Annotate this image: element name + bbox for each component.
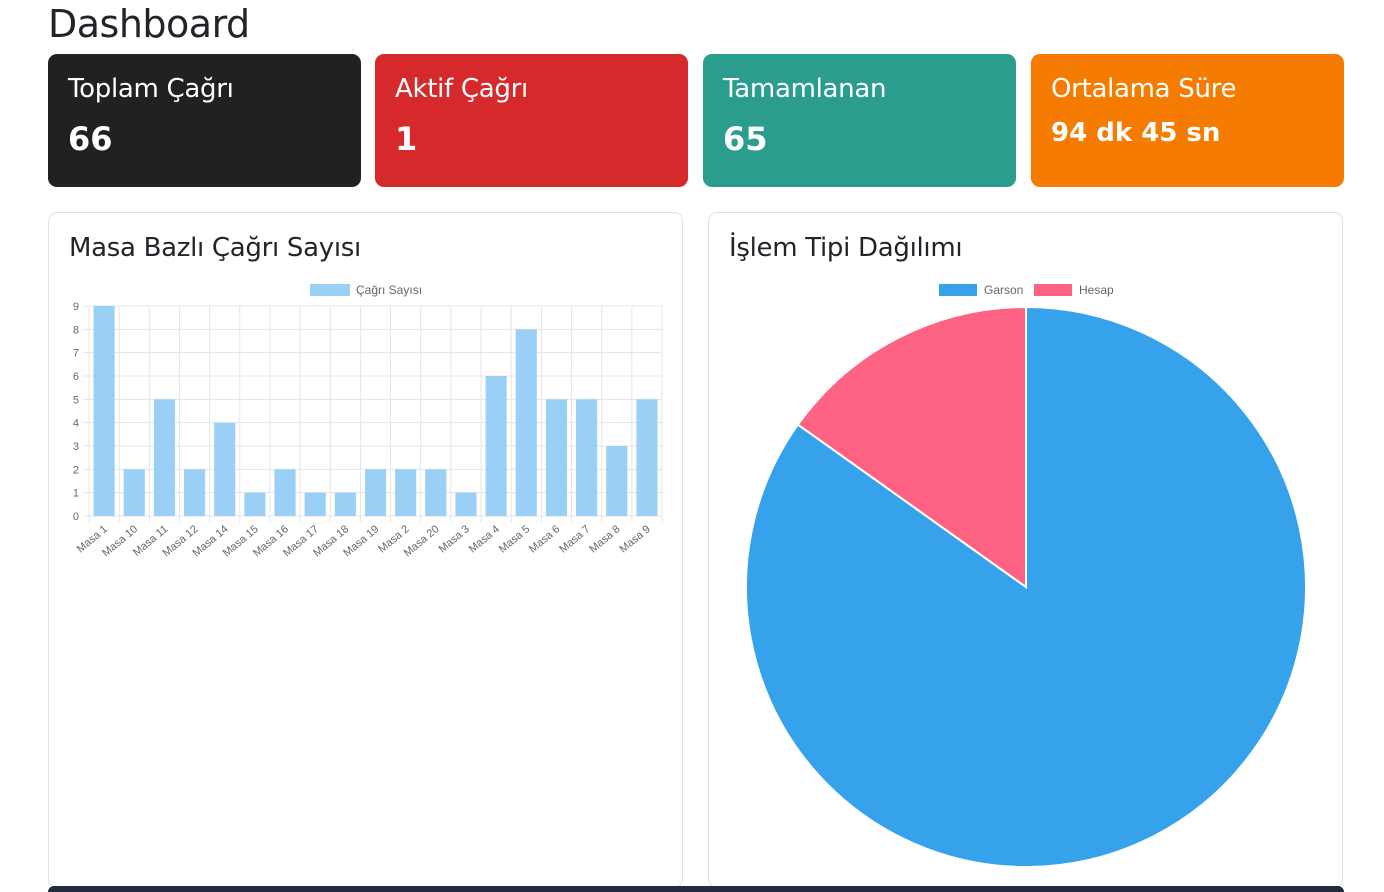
stat-card-value: 66 [68, 120, 113, 158]
stat-card-average-duration: Ortalama Süre 94 dk 45 sn [1031, 54, 1344, 187]
stat-card-label: Aktif Çağrı [395, 74, 528, 104]
x-tick-label: Masa 8 [587, 523, 622, 555]
pie-chart-title: İşlem Tipi Dağılımı [729, 233, 963, 263]
legend-swatch [1034, 284, 1072, 296]
x-tick-label: Masa 6 [527, 523, 562, 555]
x-tick-label: Masa 9 [617, 523, 652, 555]
stat-card-active-calls: Aktif Çağrı 1 [375, 54, 688, 187]
bar[interactable] [334, 492, 356, 516]
y-tick-label: 8 [73, 324, 79, 336]
x-tick-label: Masa 3 [437, 523, 472, 555]
y-tick-label: 7 [73, 348, 79, 360]
bottom-section-edge [48, 886, 1344, 892]
stat-card-label: Toplam Çağrı [68, 74, 234, 104]
bar[interactable] [576, 399, 598, 516]
stat-card-value: 1 [395, 120, 418, 158]
x-tick-label: Masa 4 [467, 523, 502, 555]
y-tick-label: 4 [73, 418, 79, 430]
y-tick-label: 6 [73, 371, 79, 383]
x-tick-label: Masa 5 [497, 523, 532, 555]
bar[interactable] [244, 492, 266, 516]
legend-swatch [310, 284, 350, 296]
legend-label: Hesap [1079, 283, 1114, 297]
stat-card-value: 65 [723, 120, 768, 158]
bar[interactable] [214, 422, 236, 516]
y-tick-label: 0 [73, 511, 79, 523]
stat-card-completed: Tamamlanan 65 [703, 54, 1016, 187]
pie-slice-hesap[interactable] [796, 305, 1027, 589]
y-tick-label: 2 [73, 464, 79, 476]
bar[interactable] [636, 399, 658, 516]
bar[interactable] [395, 469, 417, 516]
stat-card-value: 94 dk 45 sn [1051, 118, 1221, 148]
y-tick-label: 5 [73, 394, 79, 406]
bar[interactable] [606, 446, 628, 516]
bar[interactable] [455, 492, 477, 516]
stat-card-label: Tamamlanan [723, 74, 887, 104]
bar[interactable] [425, 469, 447, 516]
y-tick-label: 1 [73, 488, 79, 500]
y-tick-label: 3 [73, 441, 79, 453]
bar[interactable] [364, 469, 387, 516]
pie-chart[interactable]: Garson Hesap [709, 213, 1342, 887]
stat-card-label: Ortalama Süre [1051, 74, 1237, 104]
bar[interactable] [153, 399, 175, 516]
pie-chart-panel: İşlem Tipi Dağılımı Garson Hesap [708, 212, 1343, 888]
stat-card-total-calls: Toplam Çağrı 66 [48, 54, 361, 187]
bar[interactable] [515, 329, 537, 516]
bar[interactable] [545, 399, 568, 516]
bar[interactable] [274, 469, 296, 516]
y-tick-label: 9 [73, 301, 79, 313]
bar-chart-panel: Masa Bazlı Çağrı Sayısı Çağrı Sayısı 0 1 2 3… [48, 212, 683, 888]
legend-label: Çağrı Sayısı [356, 283, 422, 297]
bar-chart-title: Masa Bazlı Çağrı Sayısı [69, 233, 361, 263]
pie-legend[interactable]: Garson Hesap [939, 283, 1114, 297]
bar[interactable] [123, 469, 145, 516]
bar[interactable] [93, 306, 115, 516]
bar[interactable] [485, 376, 507, 516]
bar-legend[interactable]: Çağrı Sayısı [310, 283, 422, 297]
x-tick-label: Masa 7 [557, 523, 592, 555]
page-title: Dashboard [48, 2, 250, 46]
bar[interactable] [304, 492, 326, 516]
bar[interactable] [183, 469, 206, 516]
legend-label: Garson [984, 283, 1023, 297]
legend-swatch [939, 284, 977, 296]
